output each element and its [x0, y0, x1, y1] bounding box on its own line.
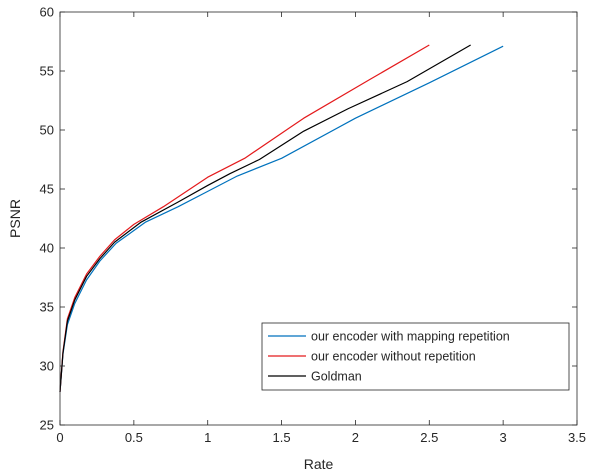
legend-label: Goldman: [311, 370, 362, 384]
series-line-1: [59, 45, 504, 393]
legend-box: [261, 322, 570, 391]
axis-ticks: 0 0.5 1 1.5 2 2.5 3 3.5 25 30 35 40 45 50 55 60: [40, 5, 587, 446]
x-tick-label: 2: [352, 430, 359, 445]
x-axis-label: Rate: [304, 456, 334, 472]
series-layer: [59, 44, 504, 393]
x-tick-label: 0: [56, 430, 63, 445]
x-tick-label: 2.5: [420, 430, 438, 445]
y-tick-label: 30: [40, 359, 54, 374]
y-tick-label: 60: [40, 5, 54, 20]
legend-label: our encoder with mapping repetition: [311, 330, 510, 344]
x-tick-label: 3.5: [568, 430, 586, 445]
x-tick-label: 1: [204, 430, 211, 445]
y-tick-label: 50: [40, 123, 54, 138]
legend-label: our encoder without repetition: [311, 350, 476, 364]
y-tick-label: 40: [40, 241, 54, 256]
series-line-2: [59, 44, 430, 393]
x-tick-label: 3: [500, 430, 507, 445]
legend: our encoder with mapping repetition our e…: [261, 322, 570, 391]
plot-box: [59, 11, 578, 426]
y-tick-label: 45: [40, 182, 54, 197]
x-tick-label: 1.5: [273, 430, 291, 445]
x-tick-label: 0.5: [125, 430, 143, 445]
y-tick-label: 25: [40, 418, 54, 433]
y-tick-label: 55: [40, 64, 54, 79]
y-tick-label: 35: [40, 300, 54, 315]
y-axis-label: PSNR: [7, 199, 23, 238]
series-line-3: [59, 44, 471, 393]
